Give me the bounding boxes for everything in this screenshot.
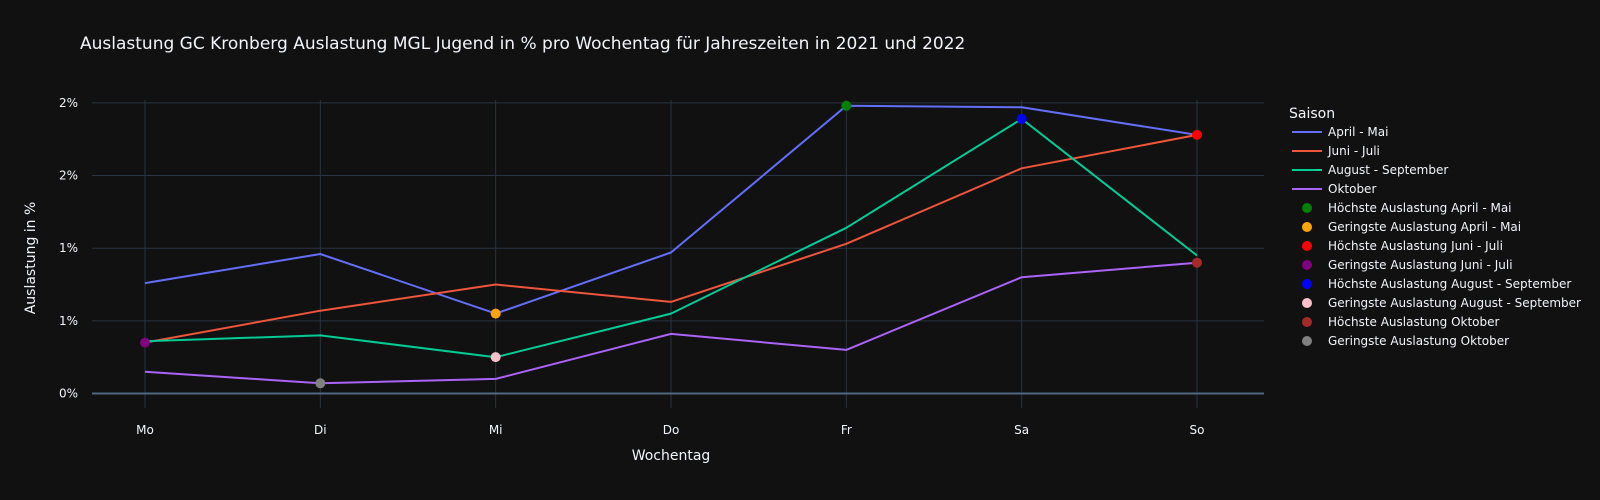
y-tick-label: 2% [59,96,78,110]
legend-label: Höchste Auslastung Oktober [1328,315,1500,329]
legend-item[interactable]: Geringste Auslastung Juni - Juli [1302,258,1513,272]
x-axis-title: Wochentag [632,448,711,464]
series-line-april-mai [144,104,1198,315]
grid-layer [92,100,1264,408]
legend-item[interactable]: Höchste Auslastung April - Mai [1302,201,1512,215]
legend-label: Höchste Auslastung August - September [1328,277,1571,291]
legend-swatch-marker [1302,222,1312,232]
legend-swatch-marker [1302,317,1312,327]
marker-point [1192,129,1202,140]
legend-item[interactable]: Geringste Auslastung August - September [1302,296,1581,310]
legend-label: Juni - Juli [1327,144,1380,158]
legend-item[interactable]: August - September [1292,163,1448,177]
chart-title: Auslastung GC Kronberg Auslastung MGL Ju… [80,34,965,54]
marker-point [490,308,501,319]
x-tick-label: Fr [841,423,852,437]
marker-layer [140,100,1202,389]
legend-label: August - September [1328,163,1448,177]
marker-point [140,337,150,348]
legend[interactable]: Saison April - Mai Juni - Juli August - Se… [1289,106,1581,348]
y-tick-label: 2% [59,169,78,183]
series-line-juni-juli [144,133,1198,344]
legend-label: Geringste Auslastung August - September [1328,296,1581,310]
legend-label: Höchste Auslastung Juni - Juli [1328,239,1503,253]
y-axis-title: Auslastung in % [23,202,39,315]
y-tick-label: 1% [59,314,78,328]
marker-point [490,352,501,363]
legend-swatch-marker [1302,203,1312,213]
x-tick-label: Mo [136,423,154,437]
legend-item[interactable]: Höchste Auslastung Oktober [1302,315,1500,329]
legend-label: Geringste Auslastung April - Mai [1328,220,1521,234]
legend-label: Oktober [1328,182,1376,196]
legend-swatch-marker [1302,260,1312,270]
legend-swatch-marker [1302,279,1312,289]
x-tick-label: Sa [1014,423,1029,437]
marker-point [315,378,326,389]
legend-title: Saison [1289,106,1335,122]
legend-label: April - Mai [1328,125,1388,139]
legend-swatch-marker [1302,241,1312,251]
legend-label: Höchste Auslastung April - Mai [1328,201,1512,215]
x-tick-label: So [1190,423,1205,437]
legend-item[interactable]: Oktober [1292,182,1376,196]
legend-item[interactable]: Geringste Auslastung April - Mai [1302,220,1521,234]
legend-item[interactable]: Höchste Auslastung Juni - Juli [1302,239,1503,253]
y-tick-label: 1% [59,241,78,255]
legend-swatch-marker [1302,336,1312,346]
tick-layer: Mo Di Mi Do Fr Sa So 0% 1% 1% 2% 2% [59,96,1205,437]
x-tick-label: Di [314,423,327,437]
x-tick-label: Mi [489,423,503,437]
legend-label: Geringste Auslastung Oktober [1328,334,1509,348]
marker-point [1016,113,1027,124]
legend-item[interactable]: April - Mai [1292,125,1388,139]
marker-point [841,100,852,111]
legend-item[interactable]: Höchste Auslastung August - September [1302,277,1571,291]
y-tick-label: 0% [59,386,78,400]
x-tick-label: Do [663,423,680,437]
marker-point [1192,257,1202,268]
legend-swatch-marker [1302,298,1312,308]
legend-item[interactable]: Geringste Auslastung Oktober [1302,334,1509,348]
legend-label: Geringste Auslastung Juni - Juli [1328,258,1513,272]
legend-item[interactable]: Juni - Juli [1292,144,1380,158]
